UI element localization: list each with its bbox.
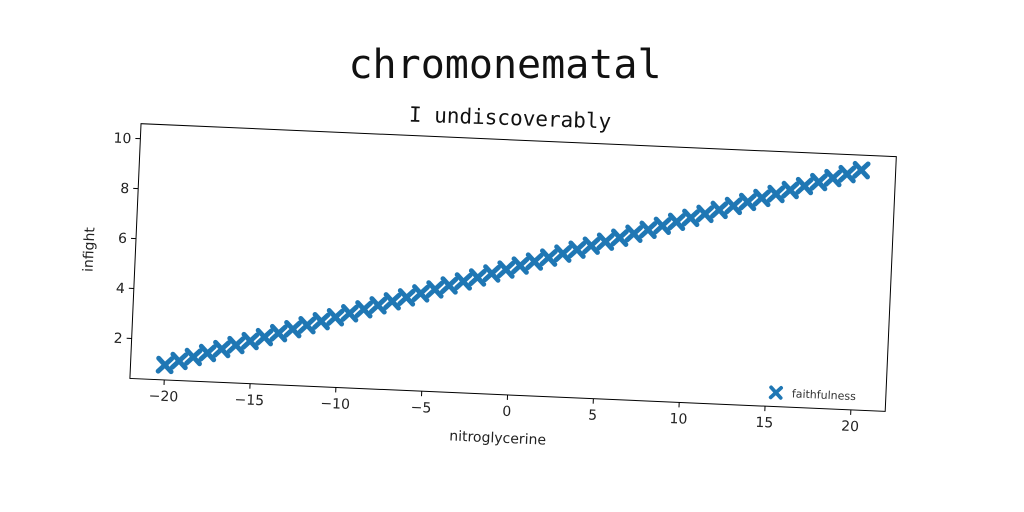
data-point xyxy=(709,200,729,220)
data-point xyxy=(567,240,587,259)
data-point xyxy=(411,284,430,303)
y-axis-label: infight xyxy=(81,226,99,272)
y-axis-ticks: 2 4 6 8 10 xyxy=(113,131,141,347)
x-tick-label: 20 xyxy=(841,419,860,436)
y-tick-label: 6 xyxy=(118,231,128,247)
data-point xyxy=(425,280,445,299)
data-point xyxy=(184,347,203,367)
data-point xyxy=(695,204,715,224)
y-tick-label: 8 xyxy=(120,181,130,197)
x-tick-label: 15 xyxy=(755,415,774,432)
legend-marker xyxy=(768,385,783,400)
data-point xyxy=(795,176,814,196)
y-tick-label: 2 xyxy=(113,331,123,347)
data-point xyxy=(681,208,700,228)
data-point xyxy=(653,216,672,236)
y-tick-label: 4 xyxy=(116,281,126,297)
plot-frame xyxy=(129,123,897,412)
data-point xyxy=(383,292,402,311)
data-point xyxy=(610,228,629,247)
legend-label: faithfulness xyxy=(792,387,857,403)
data-point xyxy=(240,331,260,351)
data-point xyxy=(510,256,530,275)
x-tick-label: −20 xyxy=(148,388,178,405)
data-point xyxy=(823,168,843,188)
y-tick-label: 10 xyxy=(113,131,132,148)
data-point xyxy=(582,236,601,255)
data-point xyxy=(439,276,459,295)
data-point xyxy=(326,308,345,327)
x-tick-label: −10 xyxy=(320,396,350,413)
data-point xyxy=(340,304,359,323)
data-point xyxy=(638,220,658,239)
data-point xyxy=(212,339,231,359)
data-point xyxy=(766,184,786,204)
data-point xyxy=(255,327,274,347)
data-point xyxy=(752,188,772,208)
data-point xyxy=(667,212,686,232)
data-point xyxy=(837,164,857,184)
legend: faithfulness xyxy=(768,385,857,403)
x-tick-label: −15 xyxy=(234,392,264,409)
data-point xyxy=(397,288,416,307)
data-point xyxy=(155,355,175,375)
data-point xyxy=(169,351,189,371)
x-axis-label: nitroglycerine xyxy=(449,428,546,448)
chart-title: chromonematal xyxy=(348,42,661,88)
data-point xyxy=(468,268,487,287)
plot-area: −20 −15 −10 −5 0 5 10 15 20 2 4 6 8 10 nitroglycerin… xyxy=(81,123,897,449)
data-point xyxy=(496,260,516,279)
data-point xyxy=(482,264,502,283)
chart-subtitle: I undiscoverably xyxy=(409,102,612,133)
data-point xyxy=(596,232,615,251)
data-point xyxy=(809,172,828,192)
data-point xyxy=(553,244,573,263)
data-point xyxy=(283,319,303,339)
data-point xyxy=(738,192,757,212)
data-point xyxy=(539,248,558,267)
data-points xyxy=(155,160,871,375)
data-point xyxy=(525,252,544,271)
data-point xyxy=(269,323,288,343)
x-tick-label: −5 xyxy=(410,400,431,417)
data-point xyxy=(454,272,473,291)
data-point xyxy=(226,335,246,355)
data-point xyxy=(297,315,317,335)
data-point xyxy=(368,296,388,315)
x-tick-label: 5 xyxy=(588,407,598,423)
x-tick-label: 10 xyxy=(669,411,688,428)
data-point xyxy=(624,224,644,243)
data-point xyxy=(724,196,743,216)
x-tick-label: 0 xyxy=(502,404,512,420)
data-point xyxy=(312,312,331,331)
data-point xyxy=(354,300,374,319)
data-point xyxy=(852,160,871,180)
data-point xyxy=(781,180,800,200)
data-point xyxy=(198,343,217,363)
x-axis-ticks: −20 −15 −10 −5 0 5 10 15 20 xyxy=(148,379,859,435)
